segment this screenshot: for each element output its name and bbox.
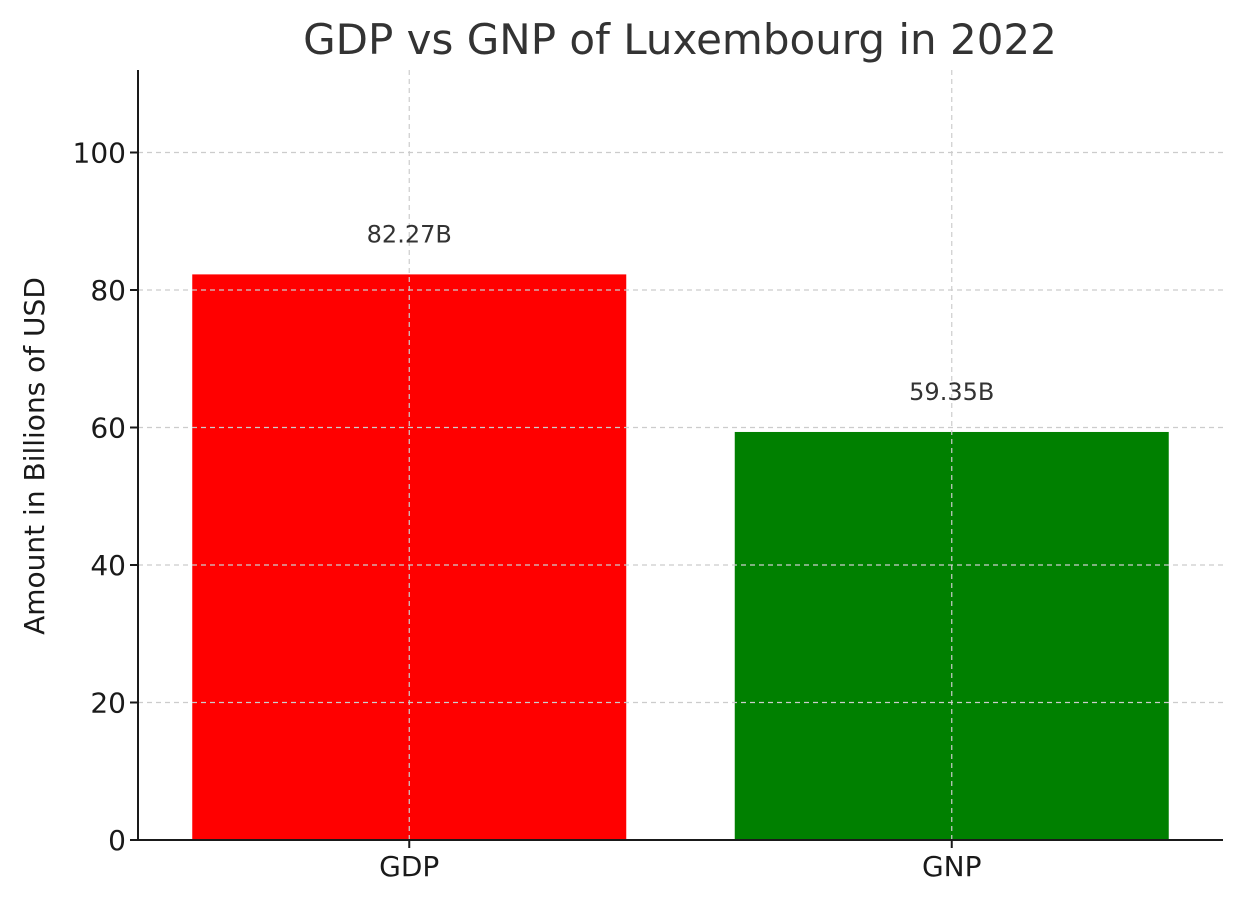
grid [138, 70, 1223, 840]
bar-gnp [734, 431, 1169, 840]
y-tick-label: 20 [90, 687, 126, 720]
data-label: 59.35B [909, 378, 994, 406]
y-tick-label: 80 [90, 274, 126, 307]
y-axis-label: Amount in Billions of USD [18, 277, 51, 635]
data-label: 82.27B [367, 220, 452, 248]
x-tick-label: GNP [922, 850, 982, 883]
x-tick-label: GDP [379, 850, 439, 883]
y-tick-label: 0 [108, 824, 126, 857]
y-tick-label: 40 [90, 549, 126, 582]
labels: 0 20 40 60 80 100 GDP 82.27B GNP 59.35B [73, 137, 995, 884]
axes [130, 70, 1223, 848]
y-tick-label: 60 [90, 412, 126, 445]
bars [192, 274, 1169, 840]
y-tick-label: 100 [73, 137, 126, 170]
chart-title: GDP vs GNP of Luxembourg in 2022 [303, 15, 1057, 64]
